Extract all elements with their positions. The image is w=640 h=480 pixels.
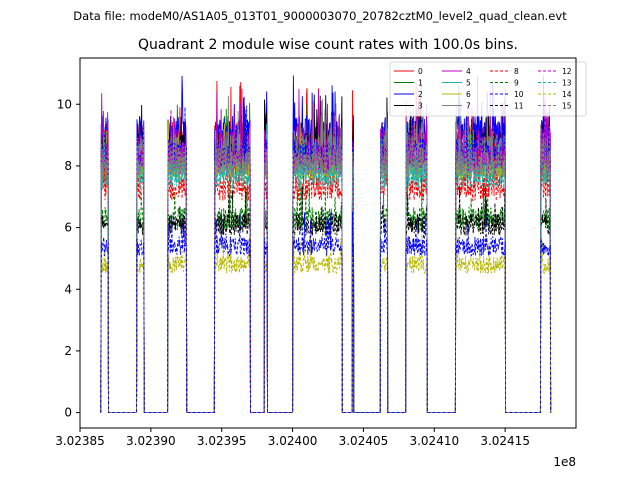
legend-label-13: 13 [562, 79, 572, 88]
y-tick-label: 4 [64, 282, 72, 296]
series-line-13 [100, 125, 552, 414]
series-layer [100, 75, 552, 414]
legend-label-14: 14 [562, 90, 572, 99]
series-line-14 [100, 233, 552, 414]
legend-label-5: 5 [466, 79, 471, 88]
y-tick-label: 10 [57, 97, 72, 111]
legend-label-15: 15 [562, 102, 572, 111]
legend-label-8: 8 [514, 67, 519, 76]
suptitle: Data file: modeM0/AS1A05_013T01_90000030… [73, 9, 567, 23]
series-line-2b [100, 211, 552, 414]
legend-label-3: 3 [418, 102, 423, 111]
legend-box [389, 61, 587, 117]
x-tick-label: 3.02390 [126, 434, 176, 448]
chart-title: Quadrant 2 module wise count rates with … [138, 37, 518, 53]
legend-label-11: 11 [514, 102, 524, 111]
legend-label-7: 7 [466, 102, 471, 111]
legend-label-4: 4 [466, 67, 471, 76]
x-tick-label: 3.02415 [480, 434, 530, 448]
legend-label-6: 6 [466, 90, 471, 99]
y-tick-label: 8 [64, 159, 72, 173]
y-tick-label: 2 [64, 344, 72, 358]
x-tick-label: 3.02385 [55, 434, 105, 448]
x-tick-label: 3.02400 [268, 434, 318, 448]
legend-label-2: 2 [418, 90, 423, 99]
y-tick-label: 0 [64, 406, 72, 420]
series-line-11 [100, 185, 552, 414]
legend-label-10: 10 [514, 90, 524, 99]
legend-label-9: 9 [514, 79, 519, 88]
y-tick-label: 6 [64, 221, 72, 235]
x-tick-label: 3.02410 [409, 434, 459, 448]
series-line-15 [100, 113, 552, 414]
legend-label-12: 12 [562, 67, 572, 76]
legend-label-0: 0 [418, 67, 423, 76]
x-tick-label: 3.02405 [339, 434, 389, 448]
x-offset-label: 1e8 [553, 455, 576, 469]
x-tick-label: 3.02395 [197, 434, 247, 448]
plot-frame [79, 57, 577, 429]
legend-label-1: 1 [418, 79, 423, 88]
axis-layer: 3.02385 3.02390 3.02395 3.02400 3.02405 3.024… [55, 97, 530, 448]
